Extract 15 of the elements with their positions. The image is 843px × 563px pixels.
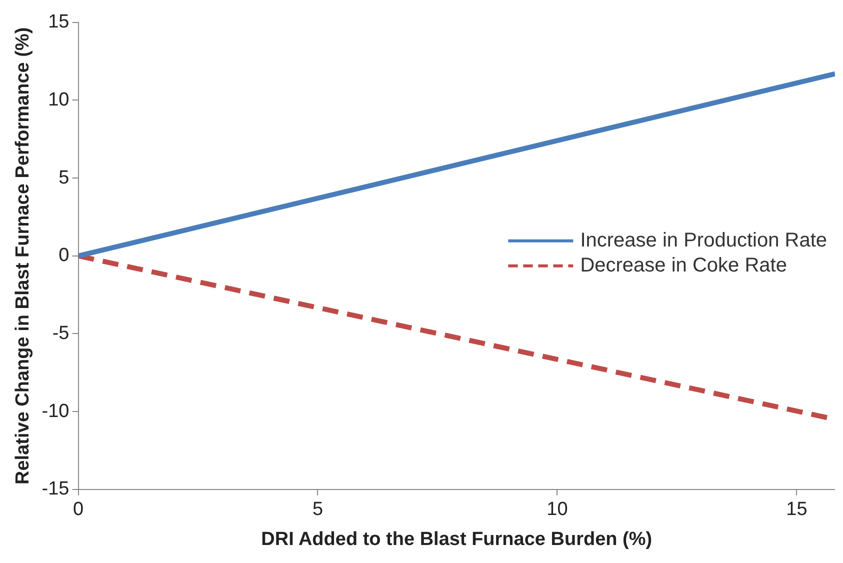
y-tick-label: -5	[52, 322, 70, 344]
x-tick-label: 10	[546, 499, 568, 520]
y-axis-title: Relative Change in Blast Furnace Performance (%)	[12, 27, 34, 484]
x-tick-label: 5	[312, 499, 324, 520]
x-tick-label: 0	[72, 499, 84, 520]
y-tick-label: -15	[42, 478, 70, 500]
x-axis-title: DRI Added to the Blast Furnace Burden (%)	[261, 528, 652, 550]
y-tick-label: -10	[42, 400, 70, 422]
y-tick-label: 15	[48, 12, 70, 33]
x-tick-label: 15	[786, 499, 808, 520]
y-tick-label: 10	[48, 89, 70, 110]
y-tick-label: 5	[58, 167, 70, 188]
legend-label: Decrease in Coke Rate	[580, 254, 787, 276]
y-tick-label: 0	[58, 245, 70, 266]
legend-label: Increase in Production Rate	[580, 229, 828, 252]
